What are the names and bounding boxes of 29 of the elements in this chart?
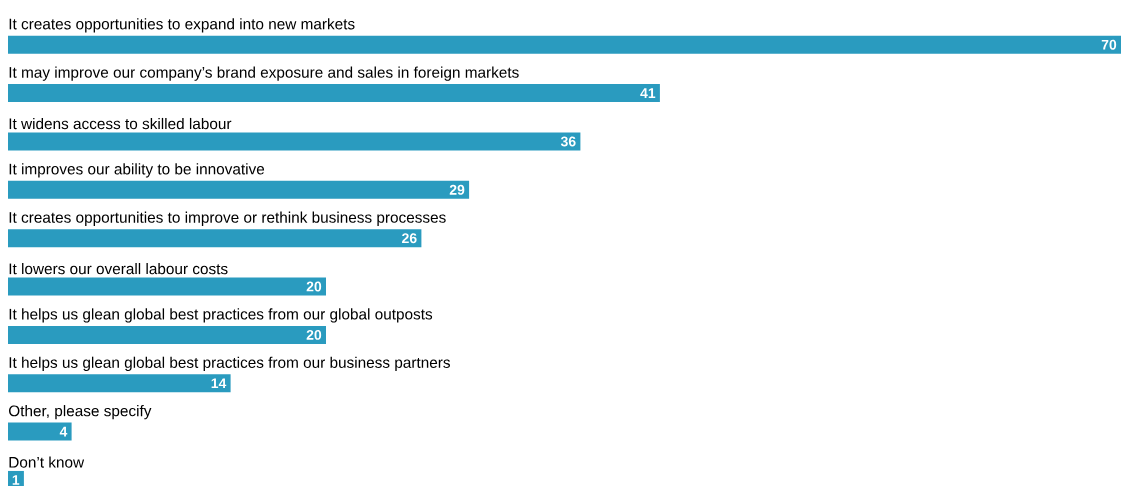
data-label: 20	[306, 329, 322, 340]
bar	[8, 229, 422, 248]
y-tick-label: It creates opportunities to improve or rethink business processes	[9, 211, 446, 226]
data-label: 26	[402, 233, 417, 244]
bar	[8, 35, 1122, 54]
data-label: 36	[560, 136, 576, 147]
bar	[8, 84, 660, 103]
data-label: 20	[306, 281, 322, 292]
data-label: 41	[640, 88, 656, 98]
data-label: 14	[211, 378, 227, 389]
y-tick-label: It may improve our company’s brand exposure and sales in foreign markets	[9, 66, 519, 81]
y-tick-label: It helps us glean global best practices from our global outposts	[9, 308, 433, 323]
y-tick-label: It improves our ability to be innovative	[9, 163, 265, 178]
data-label: 4	[59, 426, 68, 437]
bar	[8, 277, 326, 296]
y-tick-label: It helps us glean global best practices from our business partners	[9, 356, 450, 371]
y-tick-label: It widens access to skilled labour	[9, 117, 232, 130]
y-tick-label: It creates opportunities to expand into new markets	[9, 18, 355, 33]
data-label: 29	[449, 184, 465, 195]
bar	[8, 374, 231, 393]
bar	[8, 325, 326, 344]
data-label: 70	[1101, 39, 1117, 50]
bar	[8, 180, 470, 199]
y-tick-label: Don’t know	[9, 456, 85, 468]
bar	[8, 422, 72, 441]
bar	[8, 132, 581, 151]
data-label: 1	[12, 475, 20, 485]
y-tick-label: Other, please specify	[8, 405, 152, 420]
y-tick-label: It lowers our overall labour costs	[9, 263, 228, 275]
